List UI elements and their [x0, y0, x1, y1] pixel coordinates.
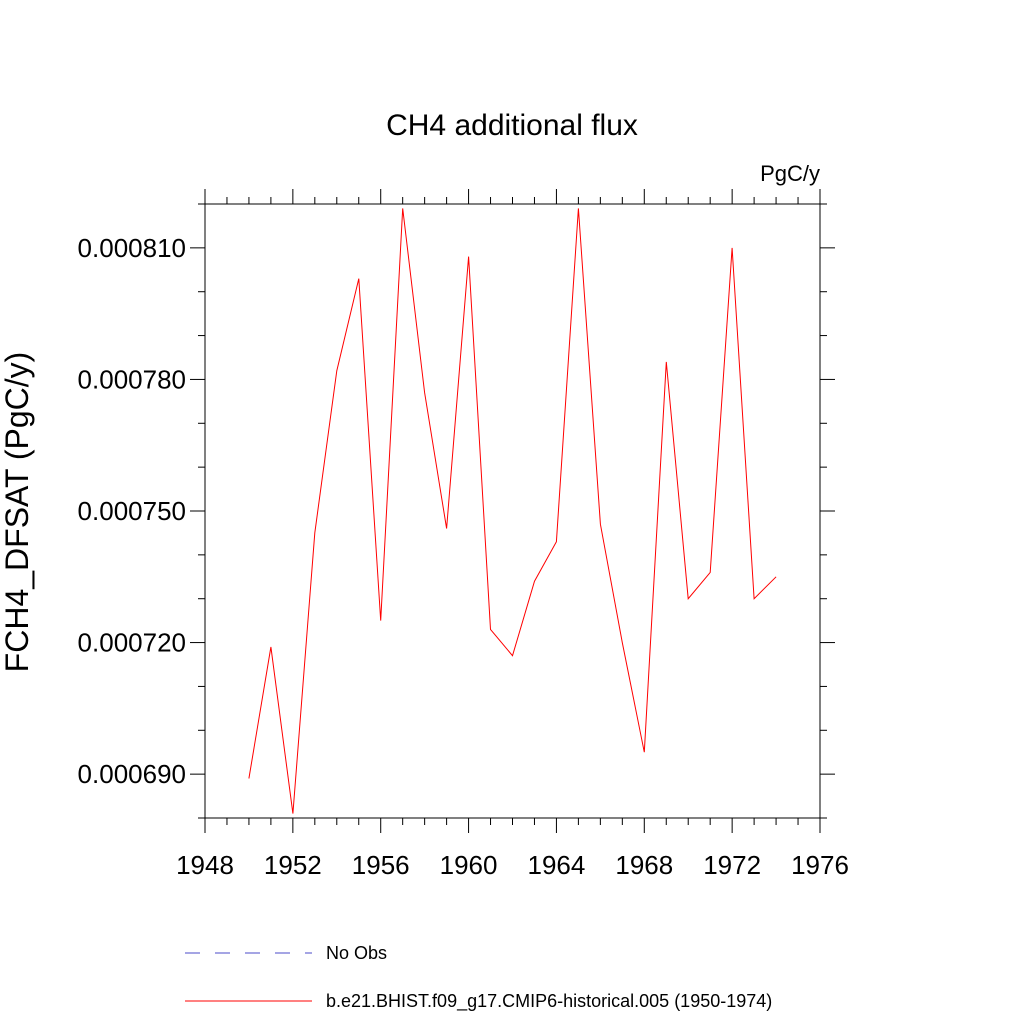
legend: No Obs b.e21.BHIST.f09_g17.CMIP6-histori… [185, 943, 772, 1012]
x-tick-label: 1948 [176, 850, 234, 880]
x-tick-label: 1956 [352, 850, 410, 880]
x-tick-label: 1968 [615, 850, 673, 880]
series-line-historical [248, 208, 777, 814]
y-tick-label: 0.000720 [78, 628, 186, 658]
x-tick-label: 1972 [703, 850, 761, 880]
series-layer [248, 208, 777, 814]
units-label: PgC/y [760, 161, 820, 186]
x-axis: 1948 1952 1956 1960 1964 1968 1972 1976 [176, 189, 849, 880]
y-tick-label: 0.000750 [78, 496, 186, 526]
chart-title: CH4 additional flux [386, 109, 638, 142]
x-tick-label: 1976 [791, 850, 849, 880]
y-tick-label: 0.000810 [78, 233, 186, 263]
x-tick-label: 1964 [528, 850, 586, 880]
y-tick-label: 0.000690 [78, 759, 186, 789]
y-axis-label: FCH4_DFSAT (PgC/y) [0, 352, 35, 673]
y-tick-label: 0.000780 [78, 364, 186, 394]
plot-frame [204, 203, 821, 819]
x-tick-label: 1960 [440, 850, 498, 880]
legend-label-historical: b.e21.BHIST.f09_g17.CMIP6-historical.005… [326, 991, 772, 1012]
legend-label-no-obs: No Obs [326, 943, 387, 963]
x-tick-label: 1952 [264, 850, 322, 880]
y-axis: 0.000690 0.000720 0.000750 0.000780 0.000810 [78, 203, 835, 819]
